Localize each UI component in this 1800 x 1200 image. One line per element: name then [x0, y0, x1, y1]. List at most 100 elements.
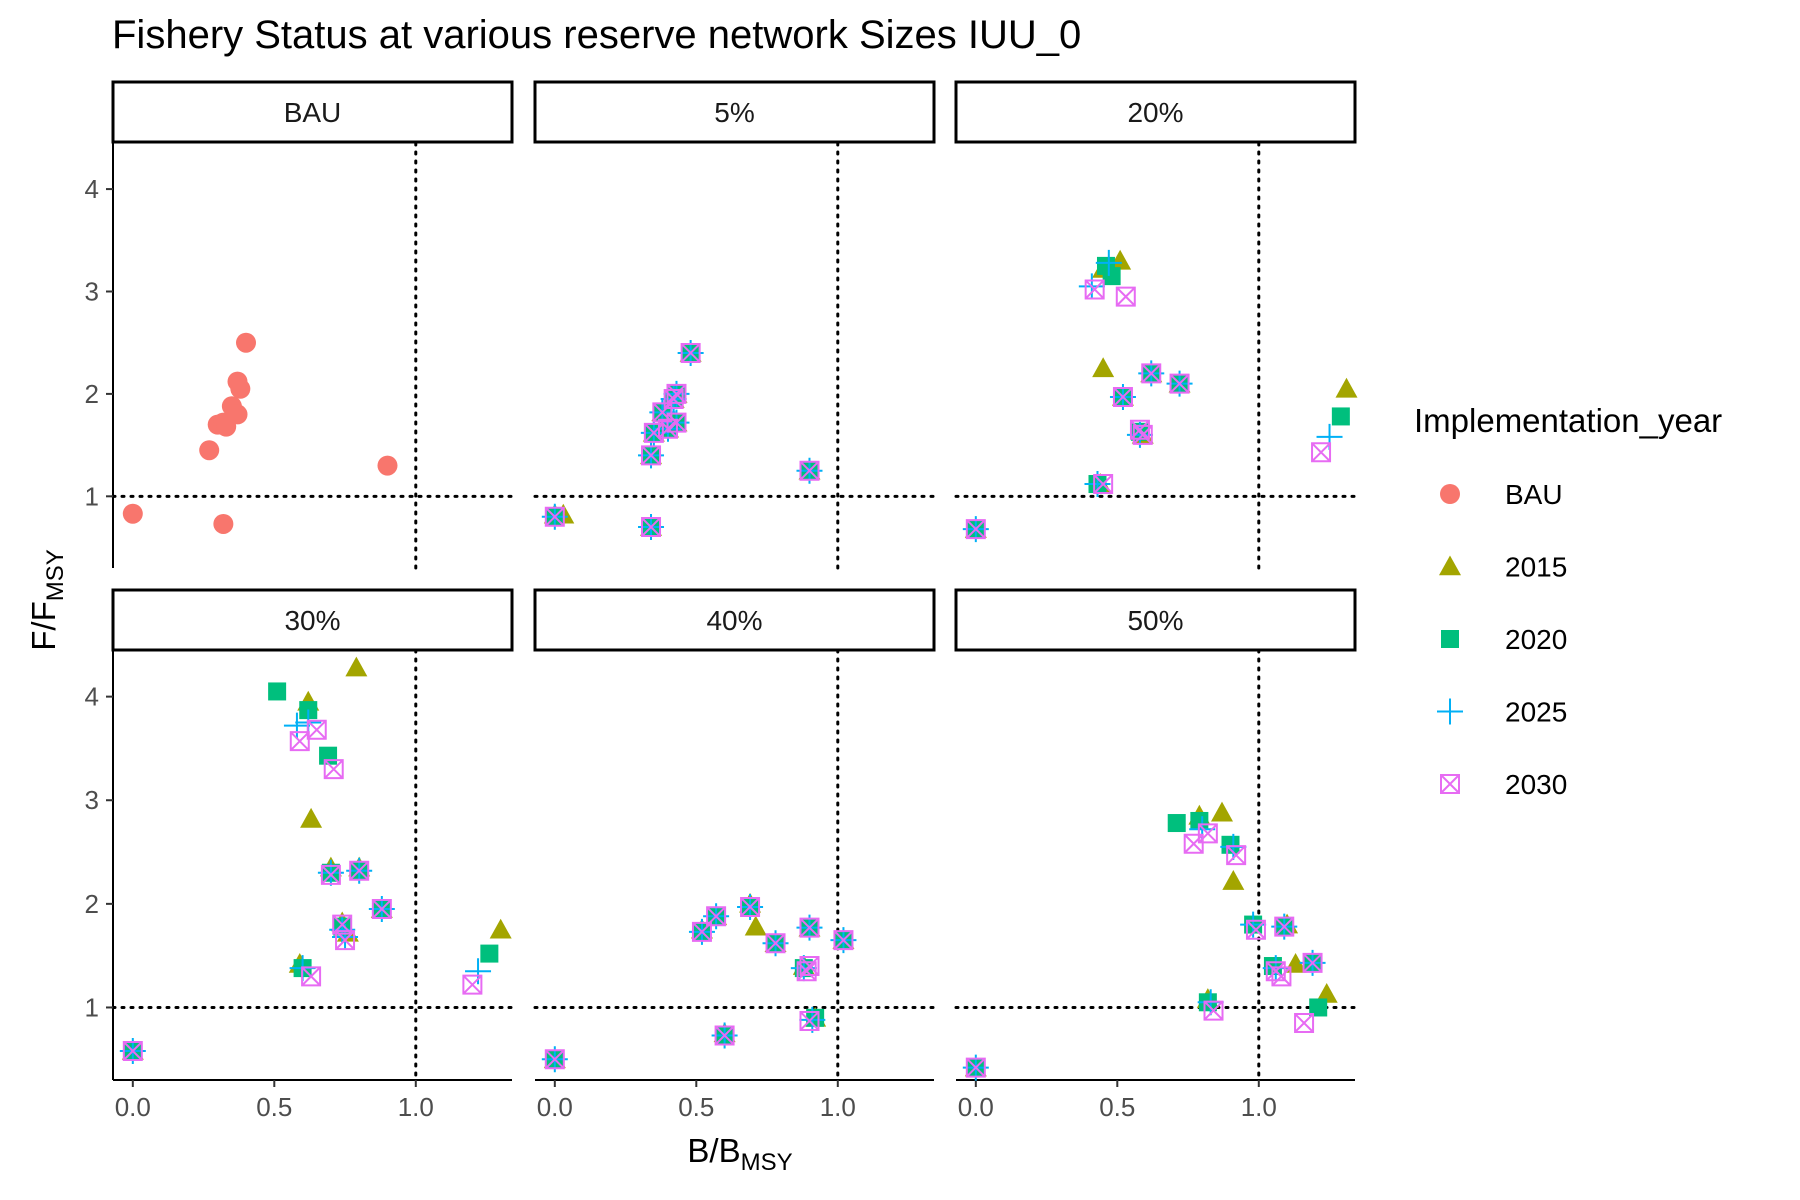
data-point-2015: [300, 807, 323, 828]
y-axis-label-subscript: MSY: [42, 549, 69, 601]
data-point-bau: [199, 440, 220, 461]
x-tick-label: 0.0: [537, 1092, 573, 1122]
data-point-2030: [1183, 833, 1204, 854]
data-point-2030: [1274, 916, 1295, 937]
data-point-2015: [1222, 870, 1245, 890]
y-tick-label: 4: [85, 682, 99, 712]
facet-strip-label: 30%: [284, 605, 340, 636]
data-point-2020: [319, 746, 338, 765]
data-point-2030: [1169, 373, 1190, 394]
x-tick-label: 0.5: [678, 1092, 714, 1122]
data-point-2030: [706, 906, 727, 927]
data-point-2015: [1335, 377, 1358, 398]
x-tick-label: 1.0: [398, 1092, 434, 1122]
data-point-bau: [236, 332, 256, 353]
y-tick-label: 1: [85, 992, 99, 1022]
facet-panel-1: BAU 1 2 3 4: [85, 80, 514, 570]
data-point-2020: [480, 944, 499, 963]
facet-strip-label: 20%: [1127, 97, 1183, 128]
data-point-2030: [833, 930, 854, 951]
data-point-2015: [345, 656, 368, 677]
legend-item-label: 2025: [1505, 697, 1567, 728]
data-point-bau: [377, 455, 398, 476]
y-tick-label: 1: [85, 481, 99, 511]
y-tick-label: 3: [85, 785, 99, 815]
data-point-2020: [1167, 814, 1186, 833]
y-axis-label: F/FMSY: [25, 549, 69, 651]
data-point-2030: [666, 383, 687, 404]
data-point-2030: [680, 342, 701, 363]
data-point-2030: [1197, 823, 1218, 844]
legend-item-bau: BAU: [1440, 479, 1563, 510]
data-point-2030: [666, 412, 687, 433]
y-tick-label: 2: [85, 379, 99, 409]
data-point-2015: [1211, 801, 1233, 822]
data-point-2030: [1302, 952, 1323, 973]
facet-panel-6: 50% 0.0 0.5 1.0: [954, 588, 1357, 1122]
x-tick-label: 0.5: [1099, 1092, 1135, 1122]
data-point-2030: [1141, 363, 1162, 384]
legend: Implementation_year BAU 2015 2020 2025 2030: [1414, 402, 1722, 800]
x-axis-label-main: B/B: [687, 1132, 740, 1169]
data-point-2030: [306, 719, 327, 740]
data-point-2015: [744, 915, 767, 936]
legend-item-label: 2030: [1505, 769, 1567, 800]
x-axis-label: B/BMSY: [687, 1132, 792, 1176]
data-point-2030: [1311, 442, 1332, 463]
legend-key-square-icon: [1441, 630, 1459, 648]
data-point-2030: [289, 731, 310, 752]
legend-title: Implementation_year: [1414, 402, 1722, 439]
facet-strip: [111, 80, 514, 144]
x-axis-label-subscript: MSY: [741, 1149, 793, 1176]
data-point-2020: [1309, 998, 1328, 1017]
y-tick-label: 3: [85, 276, 99, 306]
data-point-2020: [1102, 267, 1121, 286]
legend-key-boxx-icon: [1440, 774, 1460, 794]
facet-strip-label: 5%: [714, 97, 754, 128]
data-point-2030: [740, 896, 761, 917]
legend-item-label: 2015: [1505, 552, 1567, 583]
y-tick-label: 4: [85, 174, 99, 204]
data-point-2020: [268, 682, 287, 701]
data-point-2030: [965, 1057, 986, 1078]
data-point-2015: [489, 918, 512, 939]
data-point-2030: [320, 864, 341, 885]
legend-item-label: 2020: [1505, 624, 1567, 655]
data-point-bau: [213, 513, 234, 534]
legend-key-plus-icon: [1437, 698, 1463, 725]
x-tick-label: 1.0: [1241, 1092, 1277, 1122]
data-point-2030: [462, 974, 483, 995]
facet-strip: [954, 80, 1357, 144]
data-point-2030: [799, 1010, 820, 1031]
legend-key-circle-icon: [1440, 484, 1460, 504]
data-point-2030: [965, 519, 986, 540]
data-point-2030: [122, 1040, 143, 1061]
data-point-bau: [230, 378, 251, 399]
facet-strip-label: 50%: [1127, 605, 1183, 636]
data-point-2030: [1203, 1000, 1224, 1021]
data-point-2015: [1315, 983, 1338, 1003]
data-point-bau: [122, 503, 143, 524]
data-point-2030: [544, 1049, 565, 1070]
x-tick-label: 0.0: [958, 1092, 994, 1122]
data-point-2020: [1190, 811, 1209, 830]
facet-strip-label: BAU: [284, 97, 342, 128]
data-point-2030: [1271, 966, 1292, 987]
data-point-2030: [371, 899, 392, 920]
data-point-2030: [323, 759, 344, 780]
legend-item-label: BAU: [1505, 479, 1563, 510]
y-tick-label: 2: [85, 889, 99, 919]
data-point-2030: [544, 506, 565, 527]
data-point-2030: [799, 460, 820, 481]
legend-key-triangle-icon: [1439, 555, 1461, 576]
facet-panel-5: 40% 0.0 0.5 1.0: [533, 588, 936, 1122]
facet-strip-label: 40%: [706, 605, 762, 636]
data-point-2015: [1092, 357, 1115, 378]
data-point-2020: [1331, 407, 1350, 426]
data-point-2030: [641, 445, 662, 466]
data-point-2030: [301, 966, 322, 987]
data-point-2030: [1084, 279, 1105, 300]
facet-panels: BAU 1 2 3 4 5% 20% 30% 1 2 3 4 0.0 0.5 1.0 40% 0.0 0.5 1.0…: [85, 80, 1358, 1122]
data-point-2030: [1112, 386, 1133, 407]
